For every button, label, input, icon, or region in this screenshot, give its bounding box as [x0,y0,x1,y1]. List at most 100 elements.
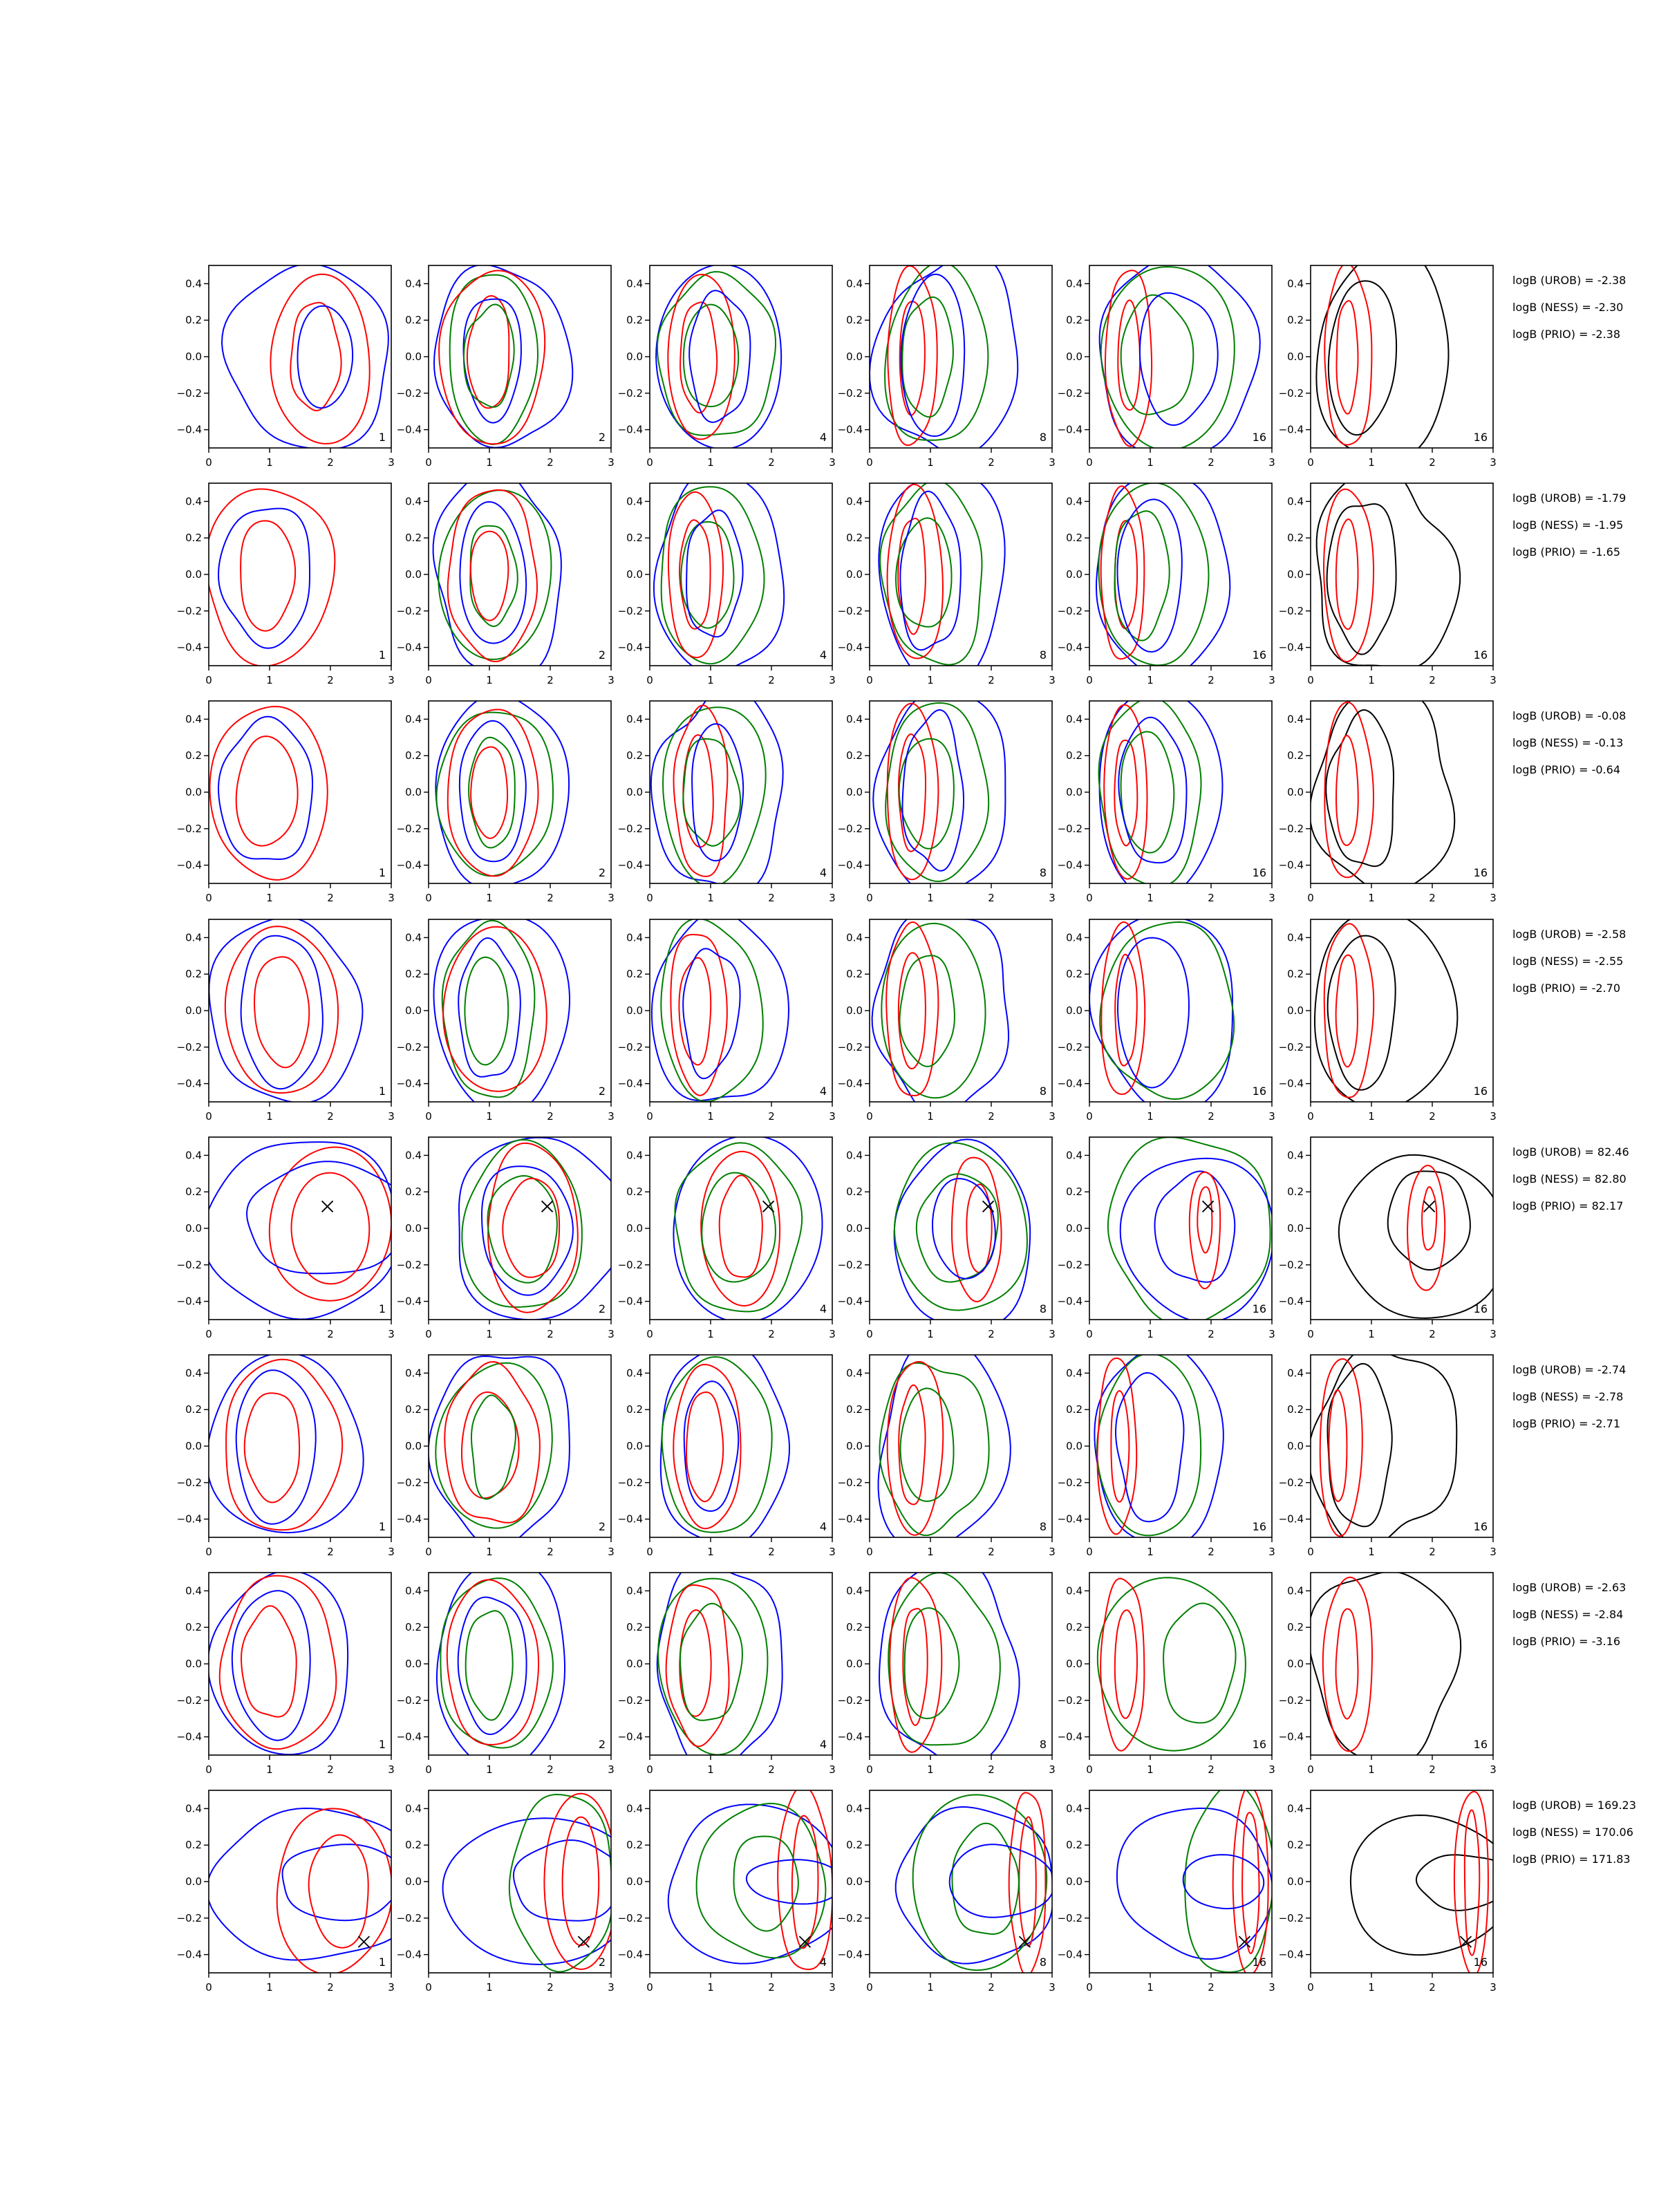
logB-text: logB (UROB) = -1.79 [1512,491,1627,505]
contour-line-green [461,1138,583,1308]
y-tick-label: 0.0 [846,1658,863,1670]
contour-line-blue [691,723,744,862]
panel-r7-c2: 0 1 2 3−0.4−0.20.00.20.42 [397,1572,615,1776]
y-tick-label: 0.0 [405,568,422,581]
x-tick-label: 1 [1368,456,1375,469]
contour-line-red [1323,488,1375,663]
x-tick-label: 2 [988,1328,995,1340]
truth-marker [1018,1936,1031,1948]
panel-r4-c5: 0 1 2 3 −0.4 −0.2 0.0 0.2 0.4 16 [1058,919,1275,1123]
panel-corner-label: 2 [599,648,606,662]
x-tick-label: 1 [266,456,273,469]
y-tick-label: −0.2 [397,1912,422,1924]
contour-group [871,919,1009,1102]
x-tick-label: 0 [425,456,432,469]
y-tick-label: 0.0 [185,1440,202,1452]
contour-group [1311,1355,1458,1537]
panel-corner-label: 8 [1040,431,1047,444]
x-tick-label: 3 [1490,1763,1497,1776]
y-tick-label: 0.0 [1287,1222,1304,1235]
x-tick-label: 3 [1049,1546,1056,1558]
contour-line-red [243,1392,301,1503]
y-tick-label: 0.4 [1066,277,1082,290]
y-tick-label: 0.0 [1287,568,1304,581]
x-tick-label: 0 [205,1763,212,1776]
x-tick-label: 0 [205,1328,212,1340]
contour-line-green [657,1577,769,1755]
panel-r5-c6: 0 1 2 3 −0.4 −0.2 0.0 0.2 0.4 16 [1279,1136,1497,1340]
x-tick-label: 3 [829,456,836,469]
contour-line-blue [209,1141,391,1320]
panel-corner-label: 1 [379,866,386,879]
contour-line-blue [650,919,789,1101]
x-tick-label: 1 [707,674,714,686]
contour-line-blue [667,1803,832,1965]
panel-corner-label: 16 [1474,1520,1488,1533]
panel-r8-c1: 0 1 2 3 −0.4 −0.2 0.0 0.2 0.4 1 [177,1790,395,1994]
contour-group [659,1355,790,1537]
y-tick-label: −0.2 [838,1912,863,1924]
y-tick-label: 0.4 [1066,713,1082,725]
contour-group [877,1355,1011,1537]
y-tick-label: 0.4 [1287,1149,1304,1161]
contour-line-red [290,301,342,411]
x-tick-label: 1 [707,1328,714,1340]
contour-line-blue [682,948,741,1080]
contour-line-green [440,1577,554,1749]
y-tick-label: −0.4 [618,859,643,872]
y-tick-label: 0.2 [626,749,643,762]
contour-line-blue [231,1590,311,1741]
x-tick-label: 2 [1208,1328,1215,1340]
panel-corner-label: 1 [379,431,386,444]
y-tick-label: 0.0 [185,786,202,798]
truth-marker [1423,1200,1436,1212]
contour-line-black [1415,1854,1493,1911]
y-tick-label: 0.0 [1066,350,1082,363]
y-tick-label: −0.2 [618,1694,643,1707]
y-tick-label: 0.4 [405,1802,422,1815]
contour-line-blue [683,1380,740,1512]
contour-line-red [290,1172,371,1285]
contour-group [429,1356,570,1537]
contour-line-blue [1098,265,1261,448]
y-tick-label: 0.0 [405,1875,422,1888]
y-tick-label: 0.4 [185,713,202,725]
y-tick-label: −0.4 [1058,1295,1082,1308]
x-tick-label: 0 [866,1763,873,1776]
contour-line-red [224,926,339,1094]
contour-line-green [657,271,776,436]
x-tick-label: 0 [646,1546,653,1558]
x-tick-label: 0 [425,1328,432,1340]
contour-line-green [901,296,954,418]
y-tick-label: −0.2 [838,1259,863,1271]
y-tick-label: −0.4 [1058,1949,1082,1961]
x-tick-label: 0 [1086,1328,1093,1340]
y-tick-label: 0.0 [1066,1222,1082,1235]
x-tick-label: 3 [1049,1328,1056,1340]
contour-line-green [1096,1577,1246,1752]
x-tick-label: 3 [608,1981,615,1994]
panel-r2-c1: 0 1 2 3 −0.4 −0.2 0.0 0.2 0.4 1 [177,482,395,686]
y-tick-label: −0.2 [1058,605,1082,617]
x-tick-label: 2 [327,1546,334,1558]
panel-r4-c3: 0 1 2 3 −0.4 −0.2 0.0 0.2 0.4 4 [618,919,836,1123]
contour-line-red [1241,1812,1260,1954]
contour-line-red [679,519,711,630]
x-tick-label: 0 [1086,892,1093,904]
y-tick-label: 0.4 [405,495,422,507]
panel-corner-label: 16 [1474,431,1488,444]
contour-group [442,1792,611,1973]
y-tick-label: 0.0 [405,1440,422,1452]
contour-line-green [674,1142,803,1313]
y-tick-label: 0.0 [405,1004,422,1017]
x-tick-label: 1 [266,892,273,904]
logB-text: logB (PRIO) = -0.64 [1512,763,1620,776]
axes-frame [1310,265,1494,449]
y-tick-label: 0.4 [846,713,863,725]
y-tick-label: 0.0 [1287,1004,1304,1017]
contour-line-blue [246,1161,391,1275]
contour-line-red [469,530,509,621]
contour-line-green [951,1822,1020,1935]
x-tick-label: 2 [1429,1981,1436,1994]
panel-corner-label: 1 [379,1738,386,1751]
